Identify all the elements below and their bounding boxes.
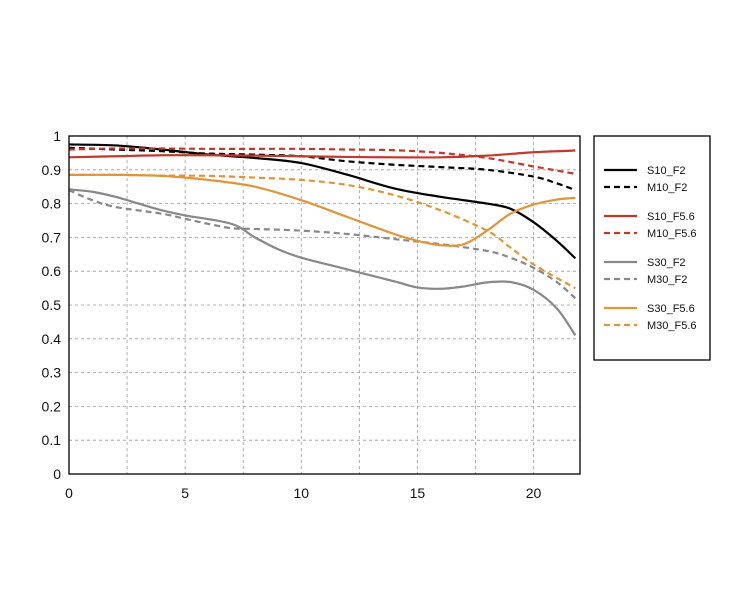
legend: S10_F2 M10_F2 S10_F5.6 M10_F5.6 S30_F2 M30_F2… <box>593 135 711 361</box>
legend-label-m30-f2: M30_F2 <box>647 274 687 286</box>
y-tick-label: 0.9 <box>42 162 62 178</box>
series-line-s30-f2 <box>68 188 577 337</box>
y-tick-label: 0 <box>53 466 61 482</box>
x-tick-label: 15 <box>410 485 426 501</box>
grid <box>69 136 580 474</box>
series-line-s10-f5-6 <box>68 149 576 159</box>
series-line-s10-f2 <box>68 143 577 260</box>
series-line-m30-f2 <box>68 189 577 300</box>
x-tick-label: 10 <box>293 485 309 501</box>
plot-area-frame <box>68 135 581 475</box>
series-line-m10-f5-6 <box>68 147 576 175</box>
y-tick-label: 0.3 <box>42 365 62 381</box>
legend-label-s30-f5-6: S30_F5.6 <box>647 303 695 315</box>
series-lines <box>68 143 577 337</box>
y-tick-label: 0.6 <box>42 263 62 279</box>
legend-label-m30-f5-6: M30_F5.6 <box>647 320 697 332</box>
legend-label-s10-f5-6: S10_F5.6 <box>647 211 695 223</box>
x-tick-label: 5 <box>181 485 189 501</box>
axis-ticks: 00.10.20.30.40.50.60.70.80.910 5 10 15 20 <box>42 128 542 501</box>
x-tick-label: 0 <box>65 485 73 501</box>
legend-box <box>593 135 711 361</box>
y-tick-label: 0.8 <box>42 196 62 212</box>
legend-label-s30-f2: S30_F2 <box>647 257 686 269</box>
y-tick-label: 0.1 <box>42 432 62 448</box>
series-line-s30-f5-6 <box>68 173 576 247</box>
y-tick-label: 0.5 <box>42 297 62 313</box>
series-line-m10-f2 <box>68 146 576 192</box>
y-tick-label: 0.7 <box>42 229 62 245</box>
series-line-m30-f5-6 <box>68 173 576 290</box>
legend-label-s10-f2: S10_F2 <box>647 165 686 177</box>
y-tick-label: 0.2 <box>42 398 62 414</box>
y-tick-label: 1 <box>53 128 61 144</box>
legend-label-m10-f5-6: M10_F5.6 <box>647 228 697 240</box>
legend-label-m10-f2: M10_F2 <box>647 182 687 194</box>
y-tick-label: 0.4 <box>42 331 62 347</box>
x-tick-label: 20 <box>526 485 542 501</box>
